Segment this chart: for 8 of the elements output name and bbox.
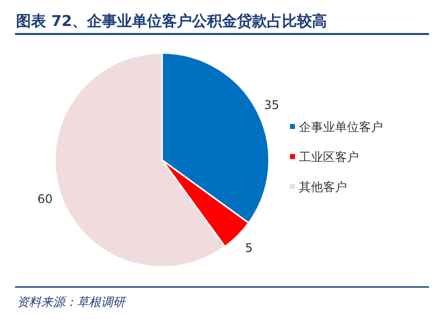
text: 资料来源：草根调研 <box>17 295 127 309</box>
data-label: 60 <box>37 192 53 206</box>
data-label: 35 <box>264 98 280 112</box>
legend-label: 其他客户 <box>299 180 347 194</box>
data-label: 5 <box>245 240 253 255</box>
legend-label: 工业区客户 <box>299 150 359 164</box>
legend-label: 企事业单位客户 <box>299 120 383 134</box>
chart-title: 图表 72、企事业单位客户公积金贷款占比较高 <box>16 12 328 30</box>
